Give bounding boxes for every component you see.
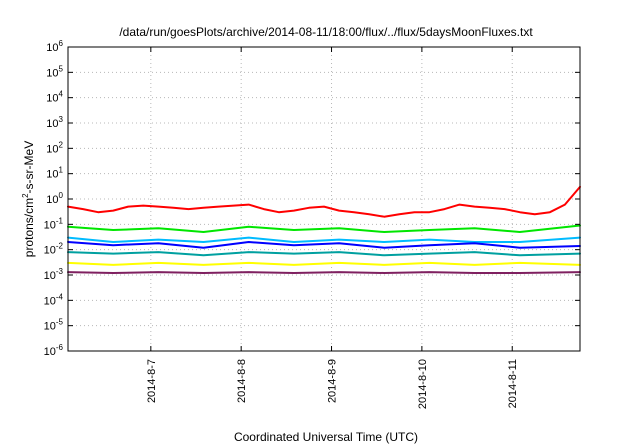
series-line-5 [67,251,581,257]
y-tick-label-exponent: 6 [59,39,64,48]
tick-layer [68,46,580,352]
y-tick-label-base: 10 [46,169,58,181]
series-line-4 [67,241,581,249]
y-tick-label-exponent: -4 [56,292,64,301]
y-tick-label-exponent: 2 [59,140,64,149]
y-tick-label: 103 [46,115,63,130]
y-tick-label-base: 10 [46,143,58,155]
x-tick-label: 2014-8-8 [236,359,248,403]
y-tick-label-base: 10 [46,42,58,54]
y-tick-label-base: 10 [46,93,58,105]
y-tick-label-base: 10 [44,295,56,307]
y-tick-label-exponent: 0 [59,191,64,200]
y-tick-label-exponent: 5 [59,64,64,73]
y-tick-label: 10-1 [44,216,64,231]
y-tick-label-base: 10 [44,346,56,358]
chart-title: /data/run/goesPlots/archive/2014-08-11/1… [119,25,533,39]
y-tick-label-base: 10 [44,270,56,282]
y-tick-label-base: 10 [44,219,56,231]
y-tick-label: 10-5 [44,318,64,333]
y-tick-label-base: 10 [46,194,58,206]
y-tick-label-base: 10 [44,245,56,257]
series-layer [67,185,581,274]
y-tick-label-base: 10 [44,321,56,333]
y-tick-label: 10-4 [44,292,64,307]
grid-layer [68,46,580,352]
y-tick-label: 10-3 [44,267,64,282]
y-tick-labels: 10-610-510-410-310-210-11001011021031041… [44,39,64,358]
y-tick-label-exponent: 4 [59,90,64,99]
x-tick-labels: 2014-8-7 2014-8-8 2014-8-9 2014-8-10 2014-8-… [146,359,519,409]
x-tick-label: 2014-8-10 [417,359,429,409]
series-line-6 [67,261,581,266]
y-axis-label-superscript: 2 [21,193,30,198]
y-axis-label: protons/cm2-s-sr-MeV [21,141,36,257]
x-tick-label: 2014-8-7 [146,359,158,403]
y-tick-label-exponent: -1 [56,216,64,225]
y-tick-label: 100 [46,191,63,206]
y-axis-label-prefix: protons/cm [22,198,36,257]
y-tick-label: 104 [46,90,63,105]
y-tick-label: 106 [46,39,63,54]
y-tick-label-exponent: -6 [56,343,64,352]
y-tick-label-base: 10 [46,118,58,130]
y-tick-label: 105 [46,64,63,79]
x-tick-label: 2014-8-11 [507,359,519,408]
series-line-1 [67,185,581,218]
y-axis-label-suffix: -s-sr-MeV [22,141,36,194]
y-tick-label-exponent: -2 [56,242,64,251]
y-tick-label-exponent: -3 [56,267,64,276]
y-tick-label-base: 10 [46,67,58,79]
y-tick-label-exponent: 3 [59,115,64,124]
y-tick-label: 101 [46,166,63,181]
y-tick-label: 102 [46,140,63,155]
x-tick-label: 2014-8-9 [327,359,339,403]
series-line-7 [67,271,581,274]
series-line-3 [67,236,581,243]
x-axis-label: Coordinated Universal Time (UTC) [234,430,418,444]
series-line-2 [67,224,581,233]
y-tick-label: 10-6 [44,343,64,358]
y-tick-label: 10-2 [44,242,64,257]
y-tick-label-exponent: 1 [59,166,64,175]
y-tick-label-exponent: -5 [56,318,64,327]
